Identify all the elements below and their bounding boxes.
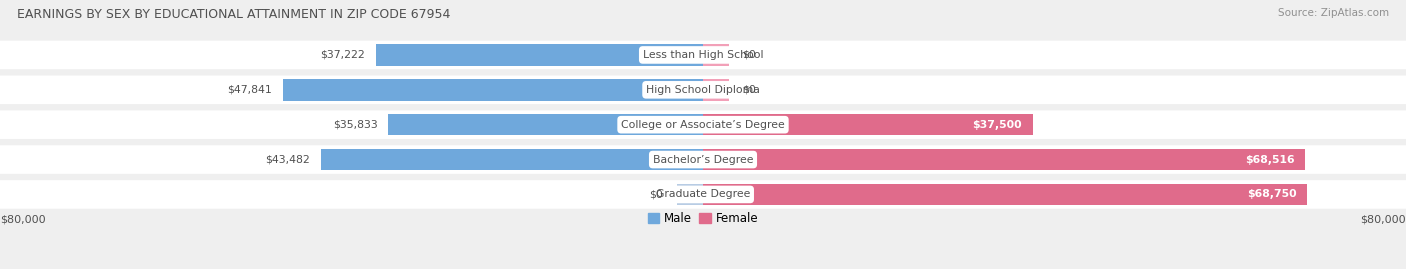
- FancyBboxPatch shape: [0, 41, 1406, 69]
- Text: College or Associate’s Degree: College or Associate’s Degree: [621, 120, 785, 130]
- Text: $0: $0: [742, 85, 756, 95]
- Text: $80,000: $80,000: [1361, 215, 1406, 225]
- Text: Graduate Degree: Graduate Degree: [655, 189, 751, 199]
- Text: $35,833: $35,833: [333, 120, 378, 130]
- Text: $47,841: $47,841: [228, 85, 271, 95]
- Bar: [321, 149, 703, 170]
- Text: $68,516: $68,516: [1244, 155, 1295, 165]
- Text: $80,000: $80,000: [0, 215, 45, 225]
- FancyBboxPatch shape: [0, 76, 1406, 104]
- Bar: [703, 184, 1308, 205]
- Text: $0: $0: [742, 50, 756, 60]
- Text: $68,750: $68,750: [1247, 189, 1296, 199]
- Bar: [676, 184, 703, 205]
- Text: High School Diploma: High School Diploma: [647, 85, 759, 95]
- Bar: [703, 149, 1305, 170]
- Bar: [283, 79, 703, 101]
- Text: Source: ZipAtlas.com: Source: ZipAtlas.com: [1278, 8, 1389, 18]
- Bar: [703, 79, 730, 101]
- Text: Bachelor’s Degree: Bachelor’s Degree: [652, 155, 754, 165]
- Text: $0: $0: [650, 189, 664, 199]
- Text: EARNINGS BY SEX BY EDUCATIONAL ATTAINMENT IN ZIP CODE 67954: EARNINGS BY SEX BY EDUCATIONAL ATTAINMEN…: [17, 8, 450, 21]
- Bar: [388, 114, 703, 136]
- Text: $43,482: $43,482: [266, 155, 311, 165]
- Text: $37,222: $37,222: [321, 50, 366, 60]
- FancyBboxPatch shape: [0, 145, 1406, 174]
- Bar: [375, 44, 703, 66]
- Text: Less than High School: Less than High School: [643, 50, 763, 60]
- FancyBboxPatch shape: [0, 180, 1406, 209]
- Text: $37,500: $37,500: [973, 120, 1022, 130]
- Legend: Male, Female: Male, Female: [643, 207, 763, 230]
- FancyBboxPatch shape: [0, 110, 1406, 139]
- Bar: [703, 114, 1032, 136]
- Bar: [703, 44, 730, 66]
